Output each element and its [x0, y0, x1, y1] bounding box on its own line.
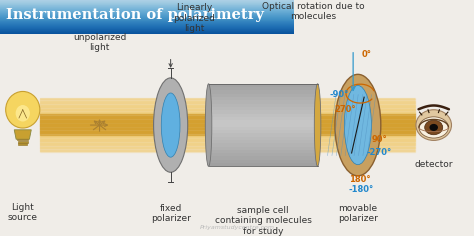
Bar: [40, 120, 415, 121]
Bar: [209, 120, 318, 123]
Bar: [209, 100, 318, 104]
Text: 180°: 180°: [349, 175, 371, 184]
Bar: [40, 113, 415, 114]
Bar: [40, 107, 415, 109]
Bar: [209, 153, 318, 156]
Bar: [40, 144, 415, 145]
Bar: [209, 147, 318, 150]
Bar: [209, 123, 318, 127]
Text: Instrumentation of polarimetry: Instrumentation of polarimetry: [6, 8, 264, 22]
Bar: [209, 130, 318, 133]
Bar: [209, 127, 318, 130]
Ellipse shape: [419, 117, 448, 138]
Bar: [40, 136, 415, 137]
Bar: [40, 125, 415, 126]
Bar: [40, 121, 415, 122]
Bar: [209, 156, 318, 160]
Text: detector: detector: [414, 160, 453, 169]
Bar: [209, 140, 318, 143]
Bar: [40, 117, 415, 118]
Bar: [40, 98, 415, 99]
Bar: [40, 137, 415, 139]
Bar: [209, 133, 318, 137]
Ellipse shape: [314, 84, 321, 166]
Text: 270°: 270°: [335, 105, 356, 114]
Ellipse shape: [205, 84, 212, 166]
Ellipse shape: [16, 105, 30, 122]
Bar: [209, 117, 318, 120]
Bar: [209, 114, 318, 117]
Bar: [40, 129, 415, 131]
Text: Linearly
polarized
light: Linearly polarized light: [173, 3, 215, 33]
Bar: [40, 147, 415, 148]
Text: Light
source: Light source: [8, 203, 38, 222]
Bar: [40, 109, 415, 110]
Bar: [209, 110, 318, 114]
Bar: [40, 106, 415, 107]
Bar: [209, 163, 318, 166]
Bar: [40, 148, 415, 150]
Bar: [40, 116, 415, 117]
Bar: [40, 114, 415, 116]
Ellipse shape: [154, 78, 188, 172]
Bar: [40, 101, 415, 102]
Text: 0°: 0°: [361, 50, 371, 59]
Text: fixed
polarizer: fixed polarizer: [151, 204, 191, 223]
Bar: [40, 145, 415, 147]
Bar: [40, 124, 415, 125]
Bar: [40, 151, 415, 152]
Bar: [40, 98, 415, 152]
Bar: [18, 143, 27, 145]
Text: -270°: -270°: [366, 148, 392, 157]
Bar: [40, 122, 415, 124]
Text: sample cell
containing molecules
for study: sample cell containing molecules for stu…: [215, 206, 311, 236]
Bar: [40, 143, 415, 144]
Ellipse shape: [344, 85, 372, 165]
Text: -180°: -180°: [349, 185, 374, 194]
Bar: [40, 128, 415, 129]
Bar: [40, 139, 415, 140]
Bar: [40, 118, 415, 120]
Bar: [209, 94, 318, 97]
Bar: [40, 110, 415, 112]
Bar: [17, 139, 28, 140]
Bar: [209, 97, 318, 100]
Text: Priyamstudycentre.com: Priyamstudycentre.com: [200, 224, 274, 230]
Ellipse shape: [6, 92, 40, 128]
Bar: [40, 105, 415, 106]
Bar: [40, 132, 415, 133]
Bar: [209, 87, 318, 90]
Ellipse shape: [416, 110, 451, 140]
Bar: [209, 84, 318, 87]
Ellipse shape: [161, 93, 180, 157]
Bar: [40, 102, 415, 103]
Bar: [40, 126, 415, 128]
Bar: [40, 150, 415, 151]
Text: movable
polarizer: movable polarizer: [338, 204, 378, 223]
Ellipse shape: [425, 120, 443, 135]
Bar: [40, 99, 415, 101]
Bar: [209, 137, 318, 140]
Bar: [209, 107, 318, 110]
Bar: [209, 150, 318, 153]
Bar: [209, 143, 318, 147]
Bar: [40, 112, 415, 113]
Bar: [18, 141, 28, 143]
Bar: [40, 133, 415, 135]
Bar: [209, 160, 318, 163]
Text: -90°: -90°: [329, 90, 349, 99]
Bar: [40, 135, 415, 136]
Bar: [209, 90, 318, 94]
Ellipse shape: [335, 74, 381, 176]
Bar: [209, 104, 318, 107]
Text: Optical rotation due to
molecules: Optical rotation due to molecules: [262, 2, 364, 21]
Bar: [40, 103, 415, 105]
Ellipse shape: [429, 124, 438, 131]
Polygon shape: [14, 130, 31, 139]
Bar: [40, 140, 415, 141]
Text: 90°: 90°: [372, 135, 387, 144]
Bar: [40, 141, 415, 143]
Bar: [40, 131, 415, 132]
Text: unpolarized
light: unpolarized light: [73, 33, 126, 52]
